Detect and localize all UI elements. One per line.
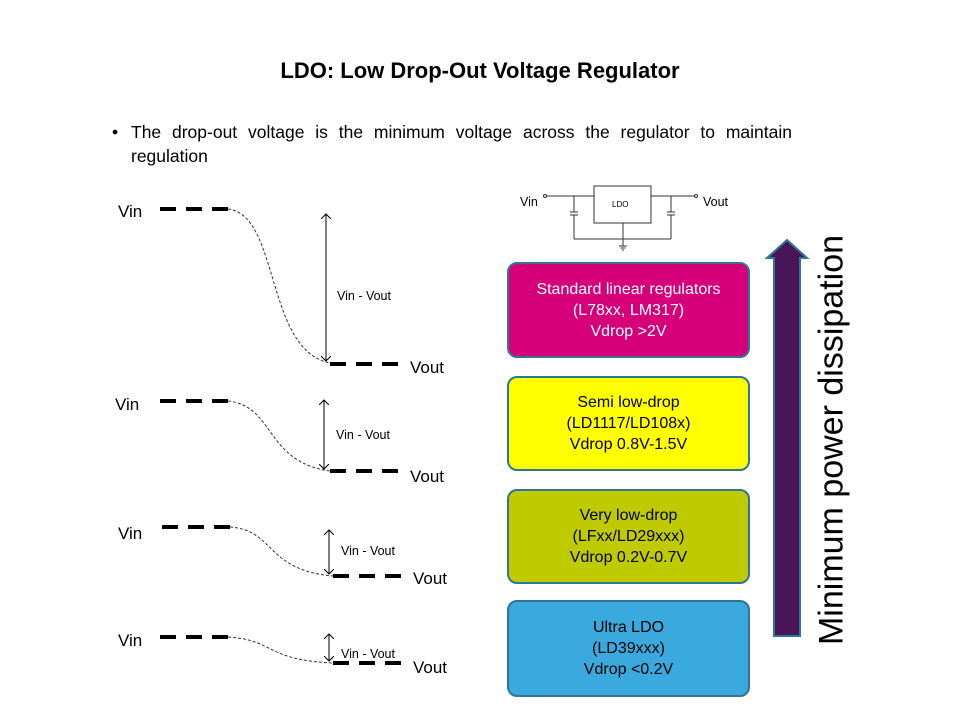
category-parts: (LD1117/LD108x) <box>566 415 691 432</box>
category-vdrop: Vdrop <0.2V <box>583 661 674 678</box>
category-ultra-ldo: Ultra LDO (LD39xxx) Vdrop <0.2V <box>507 600 750 697</box>
bullet-text: The drop-out voltage is the minimum volt… <box>131 122 792 166</box>
wave1-vin-label: Vin <box>118 202 143 221</box>
category-standard-linear: Standard linear regulators (L78xx, LM317… <box>507 262 750 358</box>
category-parts: (LFxx/LD29xxx) <box>572 528 685 545</box>
waveform-1 <box>160 207 400 366</box>
wave3-vin-label: Vin <box>118 524 143 543</box>
category-very-low-drop: Very low-drop (LFxx/LD29xxx) Vdrop 0.2V-… <box>507 489 750 584</box>
wave1-delta-label: Vin - Vout <box>337 289 391 303</box>
wave2-vout-label: Vout <box>410 467 445 486</box>
waveform-3 <box>162 525 402 578</box>
wave4-delta-label: Vin - Vout <box>341 647 395 661</box>
waveform-4 <box>160 634 402 665</box>
category-vdrop: Vdrop 0.8V-1.5V <box>569 436 688 453</box>
bullet-point: • The drop-out voltage is the minimum vo… <box>112 120 792 168</box>
arrow-label: Minimum power dissipation <box>812 234 851 646</box>
wave2-vin-label: Vin <box>115 395 140 414</box>
circuit-vout-label: Vout <box>703 195 729 209</box>
category-vdrop: Vdrop 0.2V-0.7V <box>569 549 688 566</box>
wave2-delta-label: Vin - Vout <box>336 428 390 442</box>
category-parts: (LD39xxx) <box>592 640 665 657</box>
category-parts: (L78xx, LM317) <box>572 301 685 319</box>
category-name: Standard linear regulators <box>536 280 721 298</box>
wave3-delta-label: Vin - Vout <box>341 544 395 558</box>
wave3-vout-label: Vout <box>413 569 448 588</box>
ldo-circuit-schematic <box>543 185 698 251</box>
category-vdrop: Vdrop >2V <box>590 322 667 340</box>
category-name: Ultra LDO <box>592 619 665 636</box>
slide-title: LDO: Low Drop-Out Voltage Regulator <box>280 58 680 83</box>
wave4-vin-label: Vin <box>118 631 143 650</box>
category-name: Semi low-drop <box>577 394 680 411</box>
waveform-2 <box>160 399 400 473</box>
category-name: Very low-drop <box>579 507 678 524</box>
power-dissipation-arrow <box>764 238 810 637</box>
category-semi-low-drop: Semi low-drop (LD1117/LD108x) Vdrop 0.8V… <box>507 376 750 471</box>
bullet-icon: • <box>112 122 119 142</box>
wave4-vout-label: Vout <box>413 658 448 677</box>
circuit-ldo-label: LDO <box>612 200 629 209</box>
circuit-vin-label: Vin <box>520 195 538 209</box>
wave1-vout-label: Vout <box>410 358 445 377</box>
